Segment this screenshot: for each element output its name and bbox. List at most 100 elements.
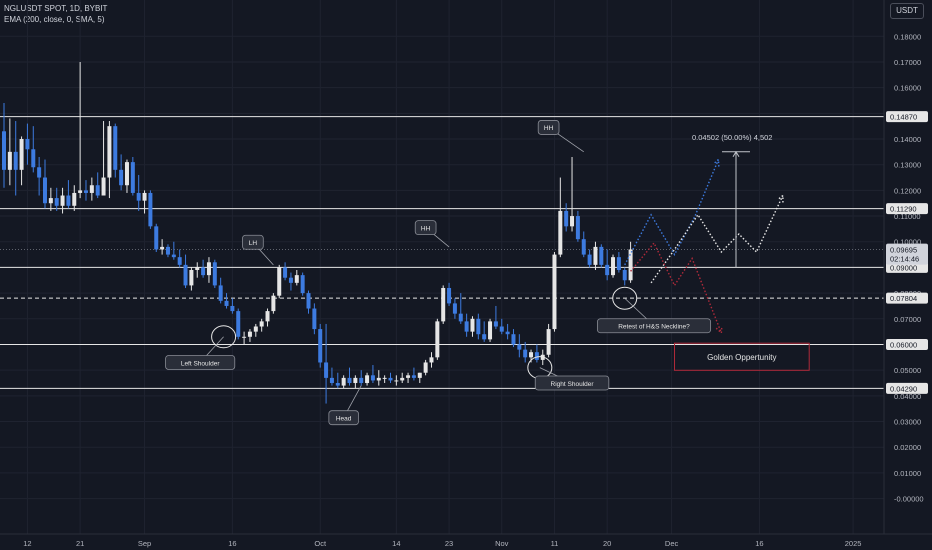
- candle-bear: [54, 198, 59, 206]
- candle-bull: [529, 352, 534, 358]
- last-price-tag-bg: [886, 243, 928, 265]
- candle-bear: [575, 216, 580, 240]
- candle-bear: [523, 349, 528, 358]
- currency-button[interactable]: USDT: [890, 3, 924, 19]
- candle-bear: [13, 151, 18, 170]
- candle-bear: [42, 177, 47, 204]
- price-axis-tick: -0.00000: [894, 495, 924, 504]
- candle-bull: [101, 177, 106, 196]
- time-axis-label: 20: [603, 539, 611, 548]
- candle-bull: [124, 162, 129, 186]
- time-axis-label: Oct: [314, 539, 327, 548]
- candle-bull: [107, 126, 112, 178]
- callout-box: [414, 220, 437, 236]
- candle-bear: [581, 239, 586, 255]
- candle-bull: [546, 329, 551, 355]
- candle-bull: [558, 210, 563, 255]
- level-price-tag: 0.04290: [890, 384, 917, 393]
- candle-bull: [89, 185, 94, 193]
- candle-bull: [552, 254, 557, 330]
- callout-box: [597, 318, 712, 334]
- candle-bear: [599, 246, 604, 265]
- price-axis-tick: 0.05000: [894, 366, 921, 375]
- candle-bull: [423, 362, 428, 373]
- candle-bear: [136, 192, 141, 201]
- candle-bear: [25, 139, 30, 150]
- time-axis-label: Nov: [495, 539, 509, 548]
- candle-bull: [48, 198, 53, 204]
- candle-bear: [447, 287, 452, 304]
- candle-bull: [441, 287, 446, 322]
- price-axis-tick: 0.01000: [894, 469, 921, 478]
- candle-bear: [476, 318, 481, 335]
- candle-bull: [406, 375, 411, 378]
- candle-bear: [212, 262, 217, 286]
- candle-bear: [201, 267, 206, 276]
- callout-box: [328, 410, 359, 426]
- time-axis-label: 12: [23, 539, 31, 548]
- time-axis-label: 23: [445, 539, 453, 548]
- candle-bear: [177, 257, 182, 265]
- callout-box: [534, 375, 610, 391]
- candle-bear: [37, 167, 42, 178]
- price-axis-tick: 0.10000: [894, 238, 921, 247]
- candle-bear: [2, 131, 6, 170]
- candle-bull: [189, 270, 194, 286]
- candle-bear: [464, 321, 469, 332]
- golden-opportunity-label: Golden Oppertunity: [707, 353, 776, 362]
- measure-label: 0.04502 (50.00%) 4,502: [692, 133, 772, 142]
- last-price-tag: 0.09695: [890, 246, 917, 255]
- candle-bear: [564, 210, 569, 227]
- candle-bear: [411, 375, 416, 378]
- candle-bull: [247, 331, 252, 337]
- time-axis-label: 16: [755, 539, 763, 548]
- neckline-price-tag-bg: [886, 292, 928, 304]
- candle-bear: [534, 352, 539, 360]
- callout-label: LH: [249, 240, 258, 247]
- bar-countdown: 02:14:46: [890, 255, 919, 264]
- candle-bear: [95, 185, 100, 196]
- golden-opportunity-box: [674, 342, 810, 371]
- time-axis-label: 11: [551, 539, 559, 548]
- candle-bull: [19, 139, 24, 170]
- candle-bull: [570, 216, 575, 227]
- price-axis-tick: 0.12000: [894, 186, 921, 195]
- candle-bear: [359, 377, 364, 384]
- candle-bear: [335, 383, 340, 386]
- candle-bear: [511, 334, 516, 345]
- candle-bull: [253, 326, 258, 332]
- candle-bull: [470, 318, 475, 332]
- candle-bear: [300, 275, 305, 294]
- candle-bull: [628, 249, 633, 281]
- time-axis-label: 21: [76, 539, 84, 548]
- candle-bear: [312, 308, 317, 330]
- candle-bull: [259, 321, 264, 327]
- candle-bull: [341, 377, 346, 386]
- time-axis-label: 16: [228, 539, 236, 548]
- candle-bull: [271, 295, 276, 312]
- candle-bull: [593, 246, 598, 265]
- candle-bear: [347, 377, 352, 384]
- candle-bull: [417, 372, 422, 378]
- candle-bear: [318, 329, 323, 363]
- price-axis-tick: 0.04000: [894, 392, 921, 401]
- candle-bear: [230, 305, 235, 312]
- highlight-circle: [612, 286, 638, 310]
- symbol-title: NGLUSDT SPOT, 1D, BYBIT: [4, 4, 108, 13]
- candle-bull: [206, 262, 211, 276]
- projection-red-arrowhead: [715, 325, 723, 335]
- candle-bear: [499, 326, 504, 332]
- candle-bear: [452, 303, 457, 314]
- candle-bull: [429, 357, 434, 363]
- price-axis-tick: 0.14000: [894, 135, 921, 144]
- candle-bear: [587, 254, 592, 265]
- candle-bear: [130, 162, 135, 193]
- indicator-legend: EMA (200, close, 0, SMA, 5): [4, 15, 105, 24]
- candle-bear: [388, 377, 393, 381]
- candle-bear: [517, 344, 522, 350]
- candle-bear: [306, 293, 311, 309]
- candle-bull: [435, 321, 440, 358]
- candle-bear: [218, 285, 223, 301]
- candle-bull: [376, 377, 381, 381]
